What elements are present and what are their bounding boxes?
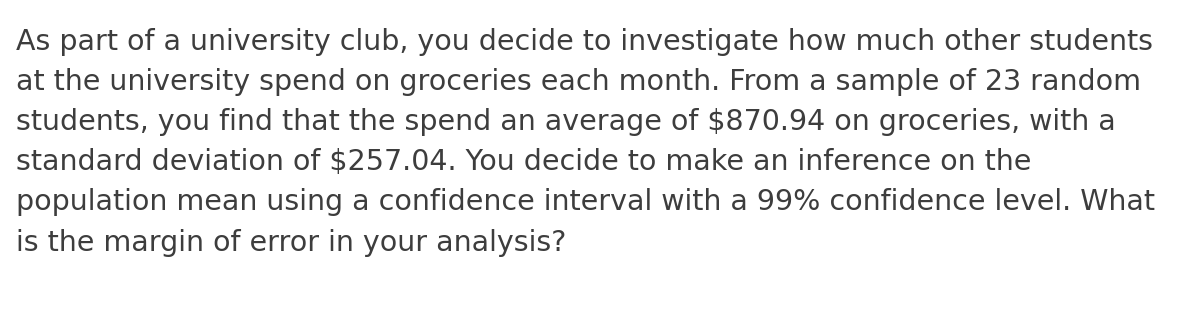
Text: As part of a university club, you decide to investigate how much other students
: As part of a university club, you decide… — [16, 28, 1154, 256]
